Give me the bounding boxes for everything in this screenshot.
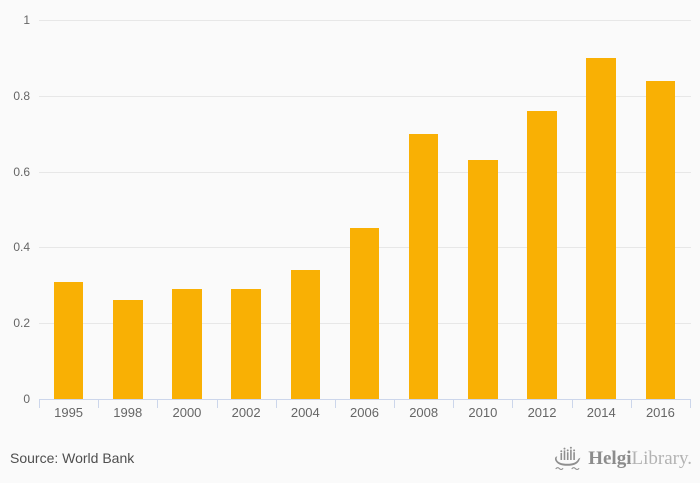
x-axis-tick: [39, 400, 40, 408]
x-axis-tick: [453, 400, 455, 408]
x-axis-tick: [98, 400, 100, 408]
bar-2014[interactable]: [586, 57, 616, 399]
x-axis-line: [39, 399, 691, 400]
bar-1998[interactable]: [112, 300, 143, 399]
bar-2016[interactable]: [645, 80, 676, 399]
bar-chart: 0 0.2 0.4 0.6 0.8 1 1995 1998 2000 2002 2004 2006 20…: [13, 13, 691, 420]
bar-2000[interactable]: [172, 289, 202, 399]
bar-1995[interactable]: [53, 281, 84, 399]
x-axis-tick: [275, 400, 277, 408]
y-gridline: [39, 171, 691, 173]
logo-text-light: Library.: [631, 448, 693, 469]
bar-2004[interactable]: [290, 270, 321, 399]
x-axis-tick: [690, 400, 691, 408]
y-axis-label: 1: [23, 13, 30, 27]
bar-2012[interactable]: [527, 110, 557, 399]
x-axis-label: 2016: [645, 405, 675, 420]
bar-2008[interactable]: [408, 133, 439, 399]
x-axis-label: 1998: [113, 405, 143, 420]
x-axis-tick: [157, 400, 159, 408]
y-axis-label: 0.8: [13, 88, 30, 103]
helgi-library-logo[interactable]: HelgiLibrary.: [553, 446, 692, 472]
x-axis-tick: [216, 400, 218, 408]
x-axis-tick: [512, 400, 514, 408]
x-axis-tick: [334, 400, 336, 408]
x-axis-label: 2014: [586, 405, 616, 420]
x-axis-label: 2004: [290, 405, 320, 420]
x-axis-label: 2000: [172, 405, 202, 420]
x-axis-tick: [630, 400, 632, 408]
y-axis-label: 0.4: [13, 240, 30, 255]
bar-2002[interactable]: [231, 289, 261, 399]
x-axis-label: 2006: [350, 405, 379, 420]
logo-text-bold: Helgi: [588, 448, 632, 469]
x-axis-label: 2012: [527, 405, 557, 420]
bar-2006[interactable]: [349, 228, 380, 399]
y-axis-label: 0.6: [13, 164, 30, 179]
x-axis-label: 2002: [231, 405, 261, 420]
logo-text: HelgiLibrary.: [588, 447, 692, 471]
bar-2010[interactable]: [468, 160, 498, 399]
x-axis-label: 2010: [468, 405, 498, 420]
x-axis-tick: [571, 400, 573, 408]
source-label: Source: World Bank: [10, 450, 135, 466]
y-gridline: [39, 95, 691, 97]
y-gridline: [39, 20, 691, 21]
y-axis-label: 0.2: [13, 316, 30, 331]
x-axis-tick: [394, 400, 396, 408]
ship-bar-chart-icon: [553, 446, 583, 472]
y-axis-label: 0: [23, 392, 30, 406]
x-axis-label: 1995: [54, 405, 84, 420]
x-axis-label: 2008: [409, 405, 439, 420]
